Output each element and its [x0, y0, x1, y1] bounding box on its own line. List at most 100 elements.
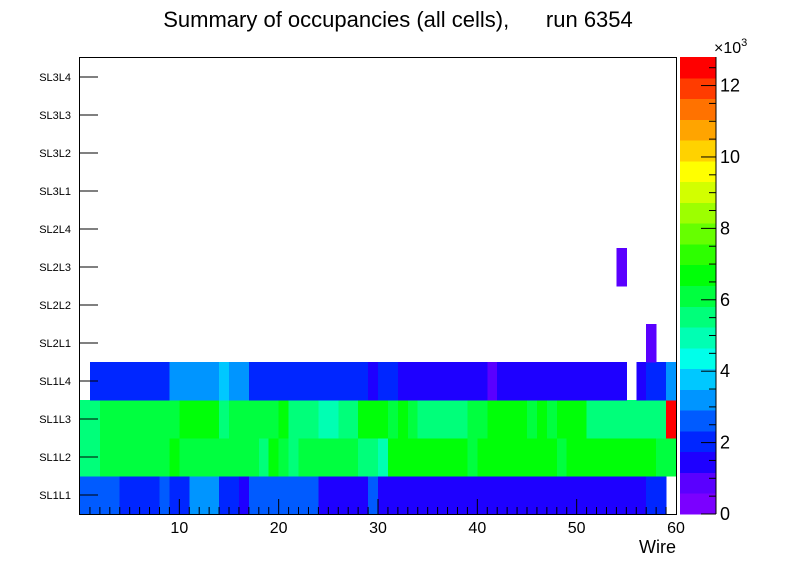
y-tick-label-SL3L1: SL3L1: [39, 186, 71, 198]
heatmap-cell-SL1L3-wire-27: [338, 400, 349, 439]
heatmap-cell-SL1L2-wire-17: [238, 438, 250, 477]
heatmap-cell-SL1L1-wire-9: [159, 476, 170, 515]
color-scale-band: [680, 285, 716, 307]
heatmap-cell-SL1L3-wire-5: [119, 400, 131, 439]
heatmap-cell-SL1L1-wire-40: [467, 476, 478, 515]
heatmap-cell-SL1L1-wire-53: [596, 476, 608, 515]
heatmap-cell-SL1L3-wire-46: [527, 400, 538, 439]
heatmap-cell-SL1L2-wire-16: [229, 438, 240, 477]
heatmap-cell-SL1L2-wire-5: [119, 438, 131, 477]
heatmap-cell-SL1L3-wire-45: [517, 400, 528, 439]
heatmap-cell-SL2L3-wire-55: [616, 248, 627, 287]
heatmap-cell-SL1L1-wire-58: [646, 476, 657, 515]
heatmap-cell-SL1L3-wire-15: [219, 400, 230, 439]
exponent-power: 3: [741, 37, 747, 49]
heatmap-cell-SL1L3-wire-43: [497, 400, 508, 439]
heatmap-cell-SL1L1-wire-43: [497, 476, 508, 515]
heatmap-cell-SL1L2-wire-11: [179, 438, 190, 477]
y-tick-label-SL3L2: SL3L2: [39, 148, 71, 160]
heatmap-cell-SL1L1-wire-19: [258, 476, 270, 515]
heatmap-cell-SL1L2-wire-46: [527, 438, 538, 477]
heatmap-cell-SL1L4-wire-22: [288, 362, 300, 401]
heatmap-cell-SL1L4-wire-37: [437, 362, 449, 401]
heatmap-cell-SL1L2-wire-41: [477, 438, 488, 477]
heatmap-cell-SL1L3-wire-11: [179, 400, 190, 439]
heatmap-cell-SL1L2-wire-43: [497, 438, 508, 477]
color-scale-band: [680, 368, 716, 390]
heatmap-cell-SL1L3-wire-26: [328, 400, 339, 439]
y-tick-label-SL1L4: SL1L4: [39, 376, 71, 388]
heatmap-cell-SL1L3-wire-9: [159, 400, 170, 439]
heatmap-cell-SL1L4-wire-8: [149, 362, 161, 401]
color-scale-band: [680, 493, 716, 515]
heatmap-cell-SL1L1-wire-37: [437, 476, 449, 515]
heatmap-cell-SL1L1-wire-34: [407, 476, 419, 515]
z-tick-label-12: 12: [720, 76, 740, 96]
z-tick-label-2: 2: [720, 433, 730, 453]
heatmap-cell-SL1L4-wire-48: [546, 362, 558, 401]
heatmap-cell-SL2L1-wire-58: [646, 324, 657, 363]
heatmap-cell-SL1L1-wire-56: [626, 476, 637, 515]
heatmap-cell-SL1L4-wire-41: [477, 362, 488, 401]
heatmap-cell-SL1L3-wire-25: [318, 400, 329, 439]
heatmap-cell-SL1L3-wire-55: [616, 400, 627, 439]
heatmap-cell-SL1L2-wire-58: [646, 438, 657, 477]
color-scale-band: [680, 160, 716, 183]
color-scale-band: [680, 223, 716, 245]
heatmap-cell-SL1L4-wire-30: [368, 362, 379, 401]
heatmap-cell-SL1L4-wire-54: [606, 362, 617, 401]
chart-title: Summary of occupancies (all cells), run …: [163, 7, 633, 32]
color-scale-band: [680, 57, 716, 79]
heatmap-cell-SL1L4-wire-47: [536, 362, 548, 401]
heatmap-cell-SL1L3-wire-10: [169, 400, 180, 439]
heatmap-cell-SL1L2-wire-10: [169, 438, 180, 477]
exponent-base: ×10: [714, 40, 741, 57]
heatmap-cell-SL1L2-wire-51: [576, 438, 588, 477]
heatmap-cell-SL1L1-wire-22: [288, 476, 300, 515]
heatmap-cell-SL1L3-wire-16: [229, 400, 240, 439]
heatmap-cell-SL1L4-wire-3: [99, 362, 111, 401]
heatmap-cell-SL1L1-wire-3: [99, 476, 111, 515]
heatmap-cell-SL1L4-wire-35: [417, 362, 429, 401]
heatmap-cell-SL1L2-wire-29: [358, 438, 369, 477]
heatmap-cell-SL1L3-wire-14: [209, 400, 220, 439]
heatmap-cell-SL1L4-wire-50: [566, 362, 578, 401]
heatmap-cell-SL1L3-wire-6: [129, 400, 141, 439]
heatmap-cell-SL1L2-wire-50: [566, 438, 578, 477]
heatmap-cell-SL1L4-wire-29: [358, 362, 369, 401]
heatmap-cell-SL1L4-wire-12: [189, 362, 200, 401]
heatmap-cell-SL1L1-wire-30: [368, 476, 379, 515]
heatmap-cell-SL1L3-wire-21: [278, 400, 290, 439]
color-scale-exponent: ×103: [714, 37, 747, 57]
heatmap-cell-SL1L1-wire-20: [268, 476, 280, 515]
color-scale-band: [680, 430, 716, 453]
x-tick-label-30: 30: [369, 520, 387, 537]
heatmap-cell-SL1L1-wire-42: [487, 476, 498, 515]
heatmap-cell-SL1L3-wire-59: [656, 400, 667, 439]
heatmap-cell-SL1L4-wire-40: [467, 362, 478, 401]
heatmap-cell-SL1L1-wire-32: [387, 476, 399, 515]
heatmap-cell-SL1L2-wire-24: [308, 438, 319, 477]
y-axis: SL1L1 SL1L2 SL1L3 SL1L4 SL2L1 SL2L2 SL2L3 SL2L4…: [39, 72, 98, 502]
heatmap-cell-SL1L2-wire-42: [487, 438, 498, 477]
x-axis-label: Wire: [639, 537, 676, 557]
heatmap-cell-SL1L3-wire-54: [606, 400, 617, 439]
heatmap-cell-SL1L1-wire-26: [328, 476, 339, 515]
heatmap-cell-SL1L1-wire-16: [229, 476, 240, 515]
color-scale-band: [680, 410, 716, 432]
heatmap-cell-SL1L4-wire-49: [556, 362, 568, 401]
heatmap-cell-SL1L2-wire-27: [338, 438, 349, 477]
heatmap-cell-SL1L2-wire-45: [517, 438, 528, 477]
color-scale-bar: [680, 57, 716, 515]
heatmap-cell-SL1L2-wire-12: [189, 438, 200, 477]
heatmap-cell-SL1L1-wire-25: [318, 476, 329, 515]
heatmap-cell-SL1L4-wire-13: [199, 362, 210, 401]
heatmap-cell-SL1L2-wire-60: [666, 438, 677, 477]
heatmap-cell-SL1L2-wire-39: [457, 438, 468, 477]
heatmap-cell-SL1L1-wire-7: [139, 476, 151, 515]
color-scale-band: [680, 451, 716, 473]
heatmap-cell-SL1L2-wire-28: [348, 438, 359, 477]
y-tick-label-SL2L4: SL2L4: [39, 224, 71, 236]
heatmap-cell-SL1L2-wire-40: [467, 438, 478, 477]
heatmap-cell-SL1L1-wire-55: [616, 476, 627, 515]
